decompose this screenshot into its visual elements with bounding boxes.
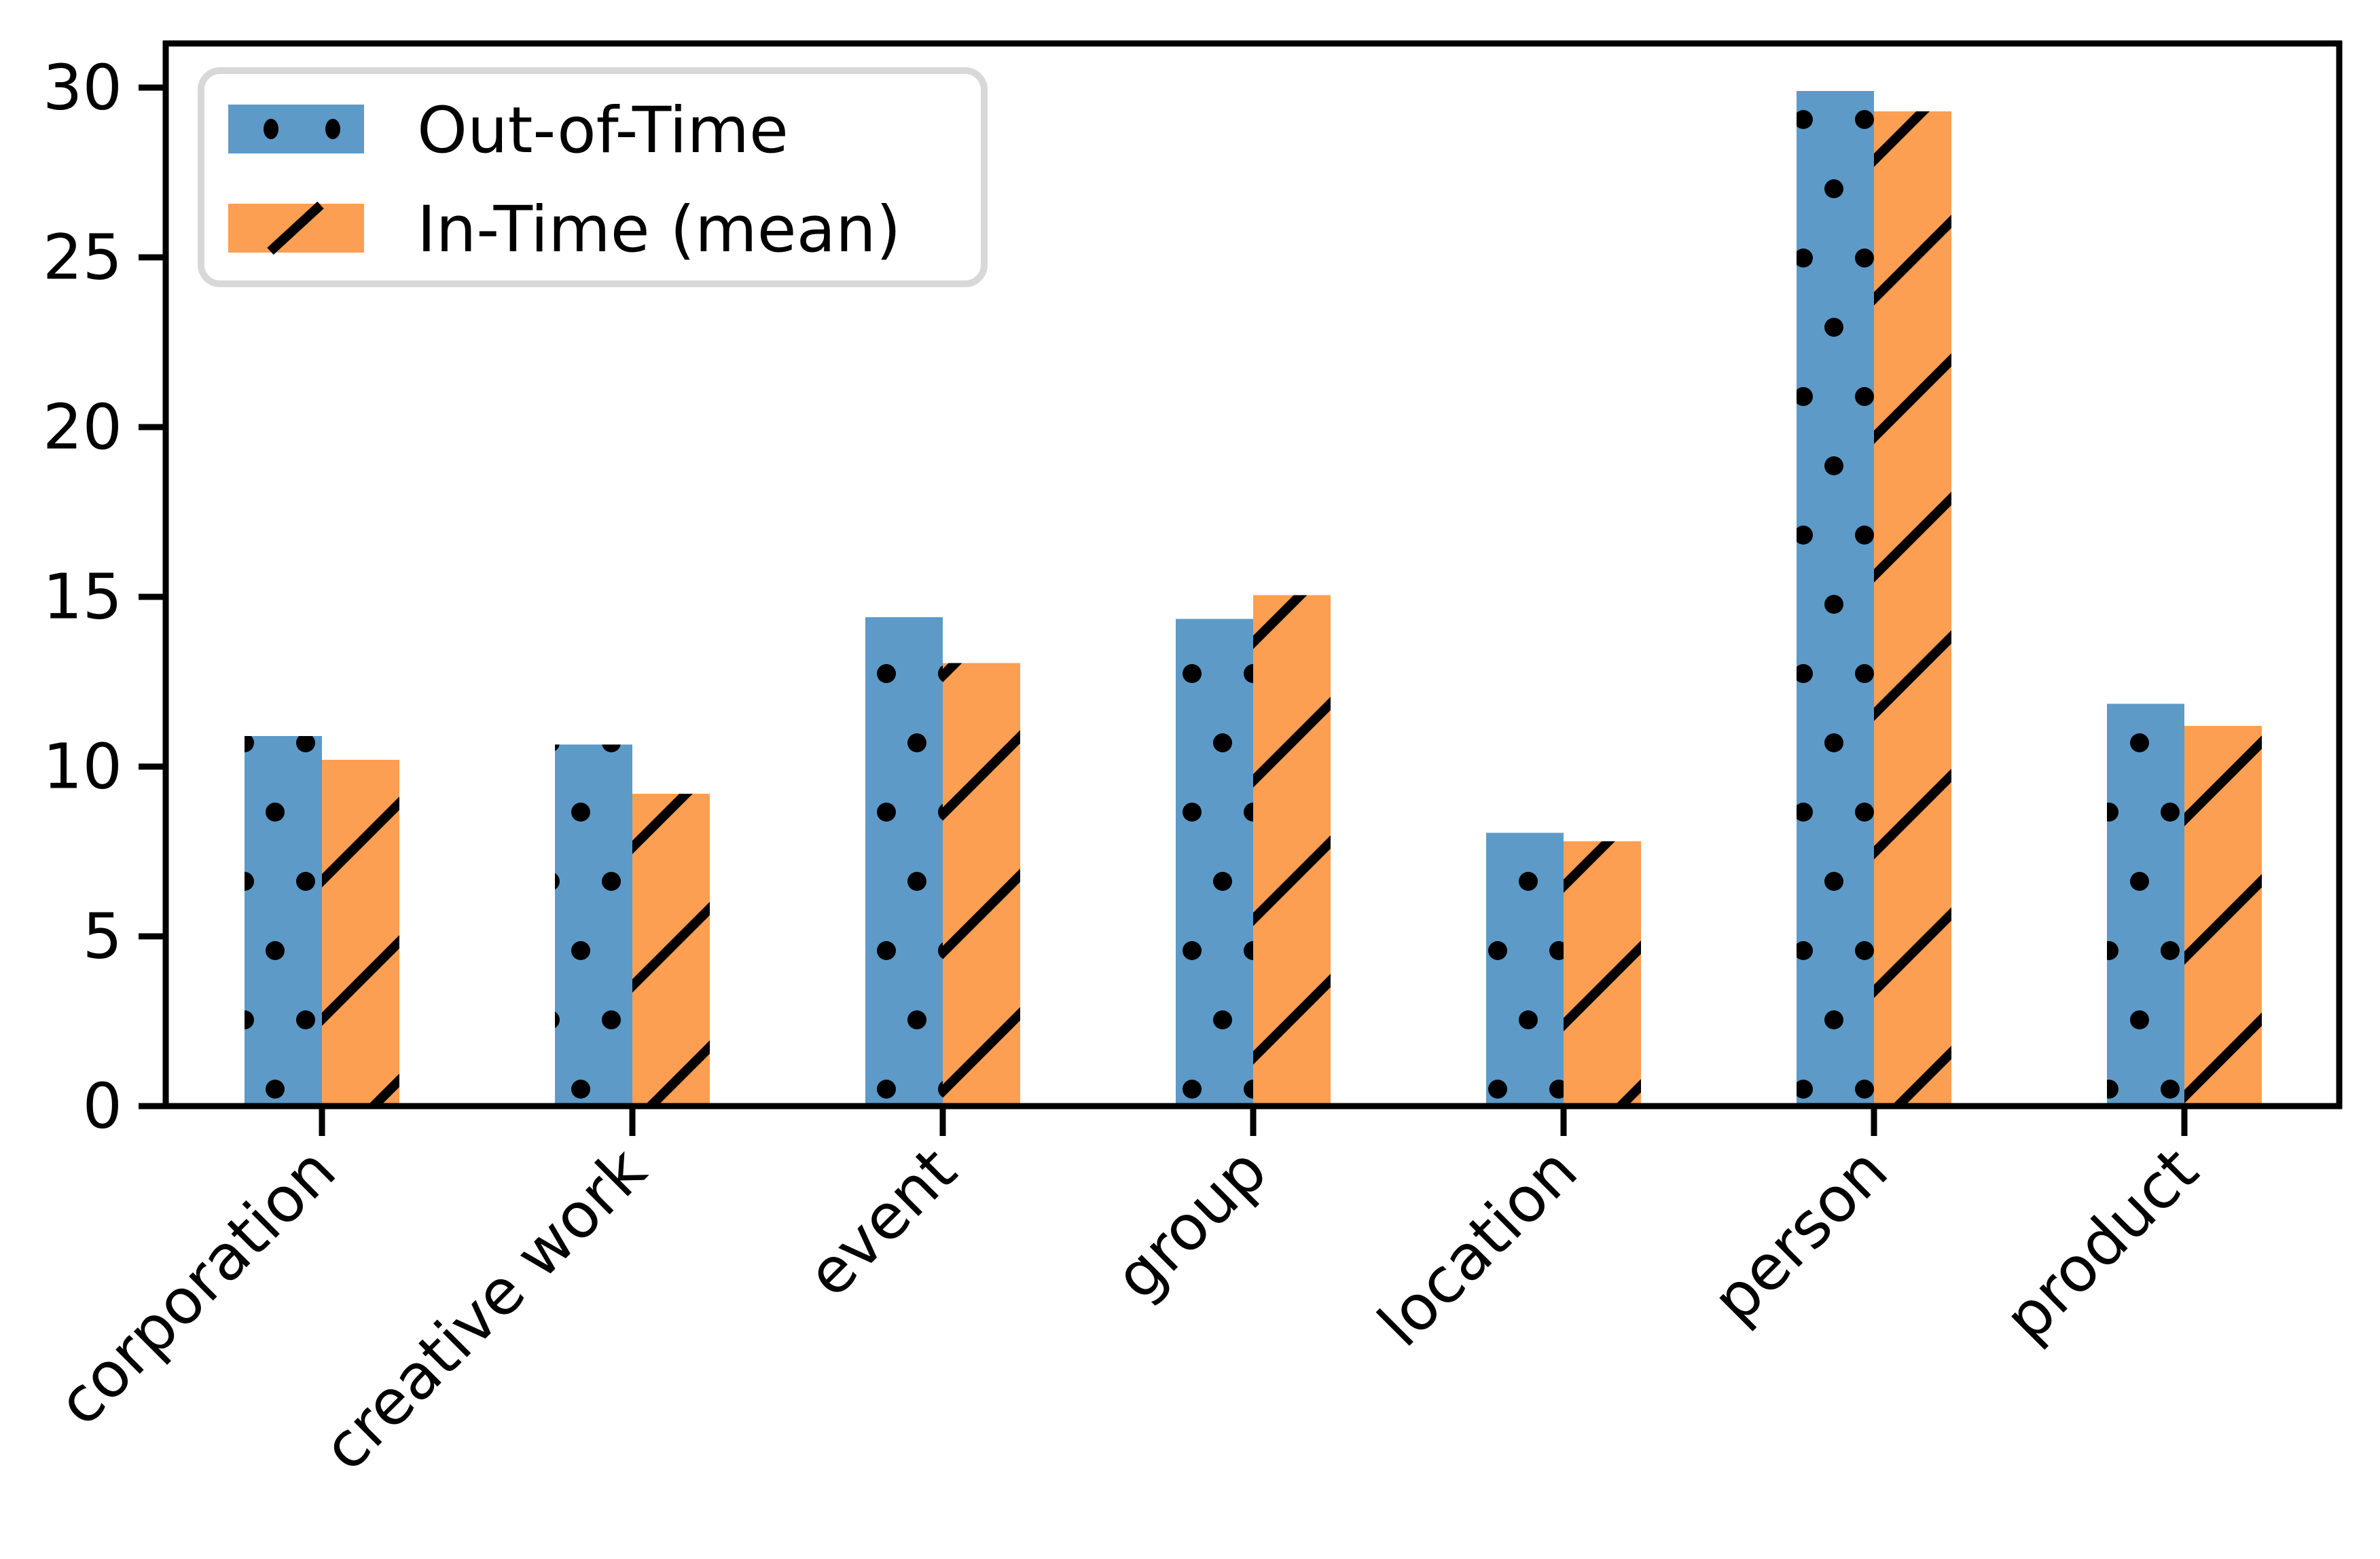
legend-swatch-out-of-time [228,105,364,153]
slash-hatch-overlay [322,760,399,1106]
slash-hatch-overlay [1253,595,1331,1106]
x-tick-label-group: group [1101,1134,1281,1314]
x-tick-label-product: product [1991,1134,2212,1355]
legend-entry-in-time: In-Time (mean) [228,193,901,267]
axes-spines [162,40,2343,1109]
slash-hatch-overlay [2184,726,2262,1106]
slash-hatch-overlay [1564,841,1641,1106]
dots-hatch-overlay [1486,832,1564,1106]
x-tick-label-event: event [793,1134,971,1311]
x-tick-label-creative-work: creative work [309,1133,660,1484]
y-tick-label: 5 [82,900,122,973]
x-tick-label-person: person [1699,1134,1902,1337]
y-tick-label: 25 [43,221,122,294]
bars-layer [245,91,2262,1106]
y-axis: 0 5 10 15 20 25 30 [43,52,166,1143]
slash-hatch-overlay [943,663,1020,1106]
legend-slash-icon [267,201,324,255]
slash-hatch-overlay [632,794,710,1106]
dots-hatch-overlay [865,617,943,1106]
dots-hatch-overlay [1797,91,1874,1106]
y-tick-label: 20 [43,391,122,464]
dots-hatch-overlay [2107,703,2184,1106]
legend-label-in-time: In-Time (mean) [417,193,901,267]
x-tick-label-location: location [1365,1134,1591,1361]
x-tick-label-corporation: corporation [43,1134,349,1439]
y-tick-label: 30 [43,52,122,124]
legend: Out-of-Time In-Time (mean) [198,67,988,287]
dots-hatch-overlay [1176,619,1253,1106]
dots-hatch-overlay [245,736,322,1106]
slash-hatch-overlay [1874,111,1951,1106]
legend-entry-out-of-time: Out-of-Time [228,94,789,168]
dots-hatch-overlay [555,744,632,1106]
legend-dot-icon [325,119,340,139]
y-tick-label: 10 [43,731,122,803]
y-tick-label: 15 [43,561,122,634]
legend-label-out-of-time: Out-of-Time [417,94,789,168]
legend-frame [198,67,988,287]
y-tick-label: 0 [82,1070,122,1143]
legend-dot-icon [264,119,278,139]
